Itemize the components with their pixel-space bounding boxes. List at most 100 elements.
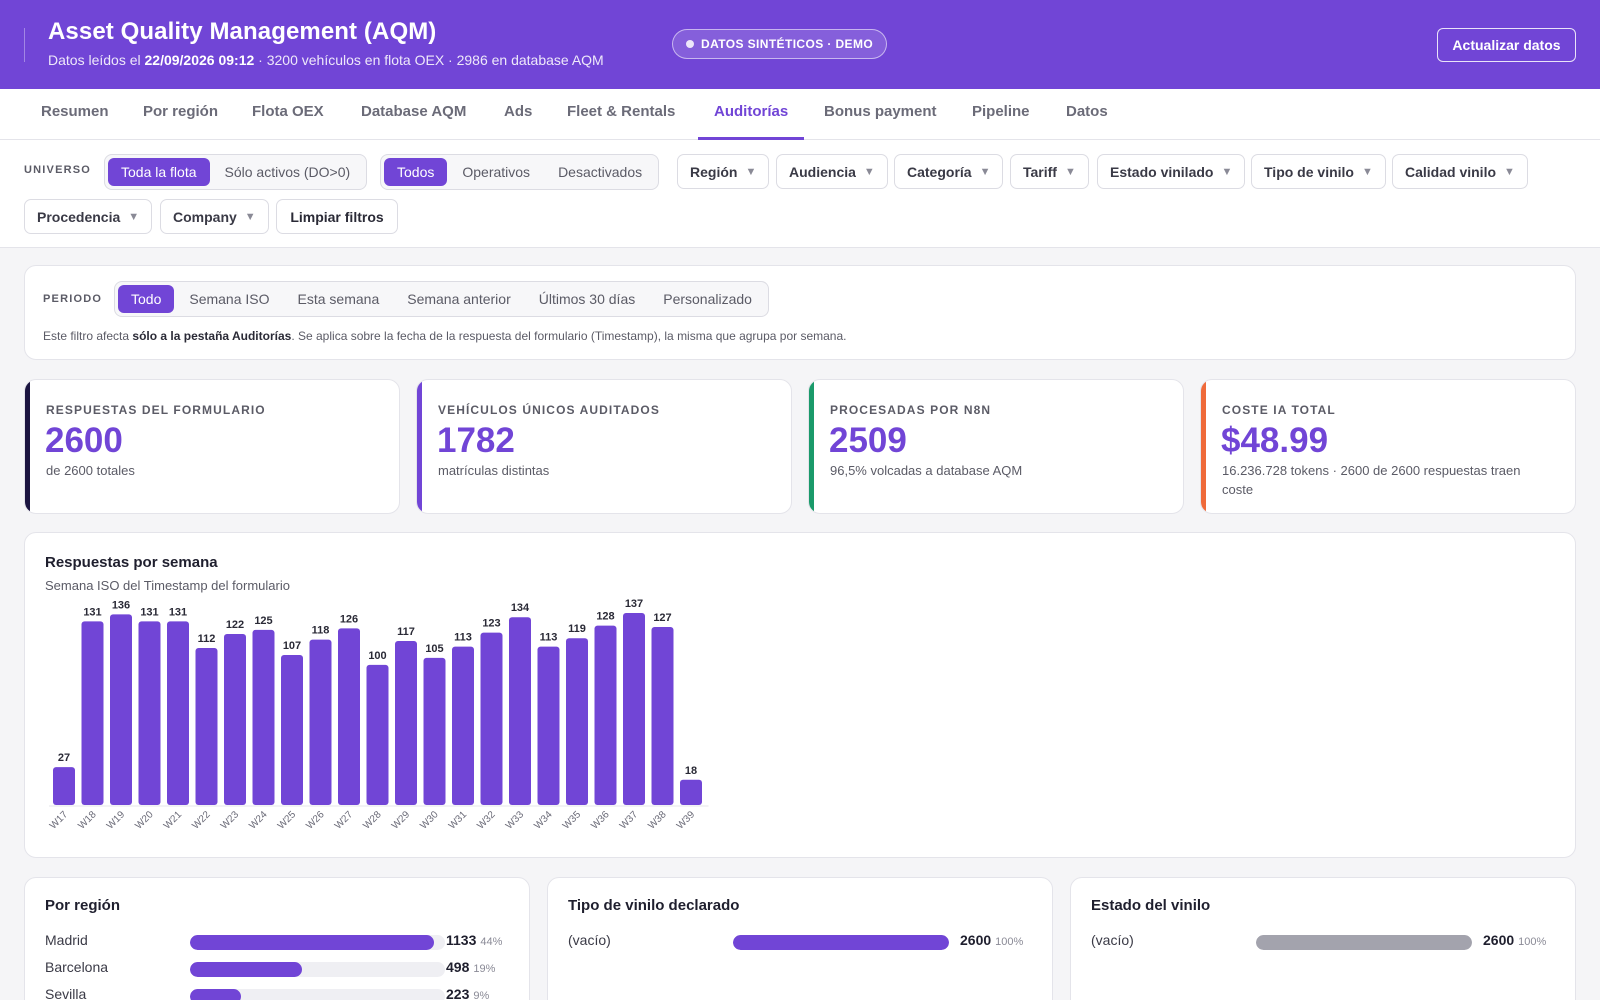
kpi-subtext: de 2600 totales xyxy=(46,463,135,478)
tab-pipeline[interactable]: Pipeline xyxy=(972,103,1030,120)
tipo-vinilo-dropdown[interactable]: Tipo de vinilo ▼ xyxy=(1251,154,1386,189)
dist-row-count: 498 19% xyxy=(446,959,495,975)
dist-bar-track xyxy=(190,962,445,977)
estado-vinilado-dropdown[interactable]: Estado vinilado ▼ xyxy=(1097,154,1246,189)
chart-tick-label: W37 xyxy=(618,809,641,832)
dist-row-percent: 100% xyxy=(1518,936,1547,948)
subtitle-date: 22/09/2026 09:12 xyxy=(144,52,255,68)
categoria-dropdown[interactable]: Categoría ▼ xyxy=(894,154,1004,189)
tab-ads[interactable]: Ads xyxy=(504,103,533,120)
main-tabs: Resumen Por región Flota OEX Database AQ… xyxy=(0,89,1600,140)
chart-bar-w22 xyxy=(195,648,218,805)
tab-datos[interactable]: Datos xyxy=(1066,103,1108,120)
demo-badge: DATOS SINTÉTICOS · DEMO xyxy=(672,29,888,59)
tab-auditorias[interactable]: Auditorías xyxy=(697,89,805,140)
tab-flota-oex[interactable]: Flota OEX xyxy=(252,103,324,120)
chart-bar-w27 xyxy=(338,628,360,805)
chart-bar-w37 xyxy=(623,613,645,805)
company-dropdown[interactable]: Company ▼ xyxy=(160,199,269,234)
kpi-label: PROCESADAS POR N8N xyxy=(830,403,992,417)
dist-bar-fill xyxy=(190,962,303,977)
periodo-option-esta-semana[interactable]: Esta semana xyxy=(297,291,380,307)
kpi-accent-bar xyxy=(1201,380,1206,513)
dist-bar-track xyxy=(190,935,445,950)
dist-row: Sevilla 223 9% xyxy=(45,985,515,1000)
tab-database-aqm[interactable]: Database AQM xyxy=(361,103,467,120)
dist-row-count: 223 9% xyxy=(446,986,489,1000)
periodo-option-semana-anterior[interactable]: Semana anterior xyxy=(407,291,511,307)
tariff-dropdown[interactable]: Tariff ▼ xyxy=(1010,154,1089,189)
dist-title: Tipo de vinilo declarado xyxy=(568,897,740,914)
periodo-option-todo[interactable]: Todo xyxy=(118,285,175,313)
dist-row-count: 1133 44% xyxy=(446,932,502,948)
periodo-option-semana-iso[interactable]: Semana ISO xyxy=(189,291,270,307)
kpi-value: $48.99 xyxy=(1221,421,1329,460)
calidad-vinilo-dropdown-label: Calidad vinilo xyxy=(1405,163,1497,180)
chart-bar-w39 xyxy=(680,779,702,805)
periodo-label: PERIODO xyxy=(43,293,103,305)
chart-bar-w33 xyxy=(509,617,531,805)
kpi-label: RESPUESTAS DEL FORMULARIO xyxy=(46,403,266,417)
company-dropdown-label: Company xyxy=(173,208,237,225)
region-dropdown[interactable]: Región ▼ xyxy=(677,154,770,189)
chart-bar-w29 xyxy=(395,641,417,805)
chart-tick-label: W38 xyxy=(646,809,669,832)
tab-por-region[interactable]: Por región xyxy=(143,103,219,120)
universe-option-active[interactable]: Sólo activos (DO>0) xyxy=(224,164,351,180)
chart-data-label: 113 xyxy=(454,632,472,644)
status-dot-icon xyxy=(686,40,694,48)
chart-data-label: 27 xyxy=(58,752,70,764)
tariff-dropdown-label: Tariff xyxy=(1023,163,1057,180)
chart-bar-w25 xyxy=(281,655,303,805)
calidad-vinilo-dropdown[interactable]: Calidad vinilo ▼ xyxy=(1392,154,1528,189)
chart-tick-label: W31 xyxy=(447,809,470,832)
chart-tick-label: W24 xyxy=(247,809,270,832)
chart-data-label: 117 xyxy=(397,626,415,638)
tab-bonus-payment[interactable]: Bonus payment xyxy=(824,103,937,120)
status-option-desactivados[interactable]: Desactivados xyxy=(558,164,643,180)
chart-data-label: 128 xyxy=(596,611,614,623)
caret-down-icon: ▼ xyxy=(244,210,256,223)
status-option-operativos[interactable]: Operativos xyxy=(462,164,531,180)
universo-label: UNIVERSO xyxy=(24,164,92,176)
chart-data-label: 100 xyxy=(368,650,386,662)
chart-tick-label: W32 xyxy=(475,809,498,832)
chart-bar-w19 xyxy=(110,614,132,805)
chart-tick-label: W39 xyxy=(675,809,698,832)
universe-option-all[interactable]: Toda la flota xyxy=(108,158,210,186)
periodo-option-ultimos-30-dias[interactable]: Últimos 30 días xyxy=(538,291,636,307)
chart-tick-label: W33 xyxy=(504,809,527,832)
clear-filters-button[interactable]: Limpiar filtros xyxy=(276,199,398,234)
dist-row-percent: 100% xyxy=(995,936,1024,948)
header-divider xyxy=(24,28,25,62)
chart-data-label: 118 xyxy=(312,625,330,637)
chart-bar-w32 xyxy=(480,632,503,805)
tab-resumen[interactable]: Resumen xyxy=(41,103,109,120)
chart-tick-label: W19 xyxy=(105,809,128,832)
chart-bar-w38 xyxy=(651,627,674,805)
chart-data-label: 122 xyxy=(226,619,244,631)
chart-data-label: 113 xyxy=(540,632,558,644)
chart-bar-w30 xyxy=(423,657,446,805)
procedencia-dropdown[interactable]: Procedencia ▼ xyxy=(24,199,153,234)
dist-card-estado-vinilo: Estado del vinilo (vacío) 2600 100% xyxy=(1070,877,1576,1000)
kpi-accent-bar xyxy=(809,380,814,513)
page-title: Asset Quality Management (AQM) xyxy=(48,18,437,45)
status-option-todos[interactable]: Todos xyxy=(384,158,448,186)
subtitle-prefix: Datos leídos el xyxy=(48,52,141,68)
caret-down-icon: ▼ xyxy=(1221,165,1233,178)
caret-down-icon: ▼ xyxy=(1064,165,1076,178)
refresh-data-button[interactable]: Actualizar datos xyxy=(1437,28,1576,62)
chart-tick-label: W34 xyxy=(532,809,555,832)
dist-row-label: Barcelona xyxy=(45,959,109,975)
subtitle-suffix: · 3200 vehículos en flota OEX · 2986 en … xyxy=(258,52,604,68)
filter-bar: UNIVERSO Toda la flota Sólo activos (DO>… xyxy=(0,140,1600,248)
periodo-option-personalizado[interactable]: Personalizado xyxy=(663,291,752,307)
tab-fleet-rentals[interactable]: Fleet & Rentals xyxy=(567,103,676,120)
dist-title: Estado del vinilo xyxy=(1091,897,1211,914)
dist-row-count: 2600 100% xyxy=(1483,932,1546,948)
chart-tick-label: W21 xyxy=(162,809,185,832)
audiencia-dropdown[interactable]: Audiencia ▼ xyxy=(776,154,888,189)
kpi-card-coste-ia: COSTE IA TOTAL $48.99 16.236.728 tokens … xyxy=(1200,379,1576,514)
periodo-toggle: Todo Semana ISO Esta semana Semana anter… xyxy=(114,281,769,317)
